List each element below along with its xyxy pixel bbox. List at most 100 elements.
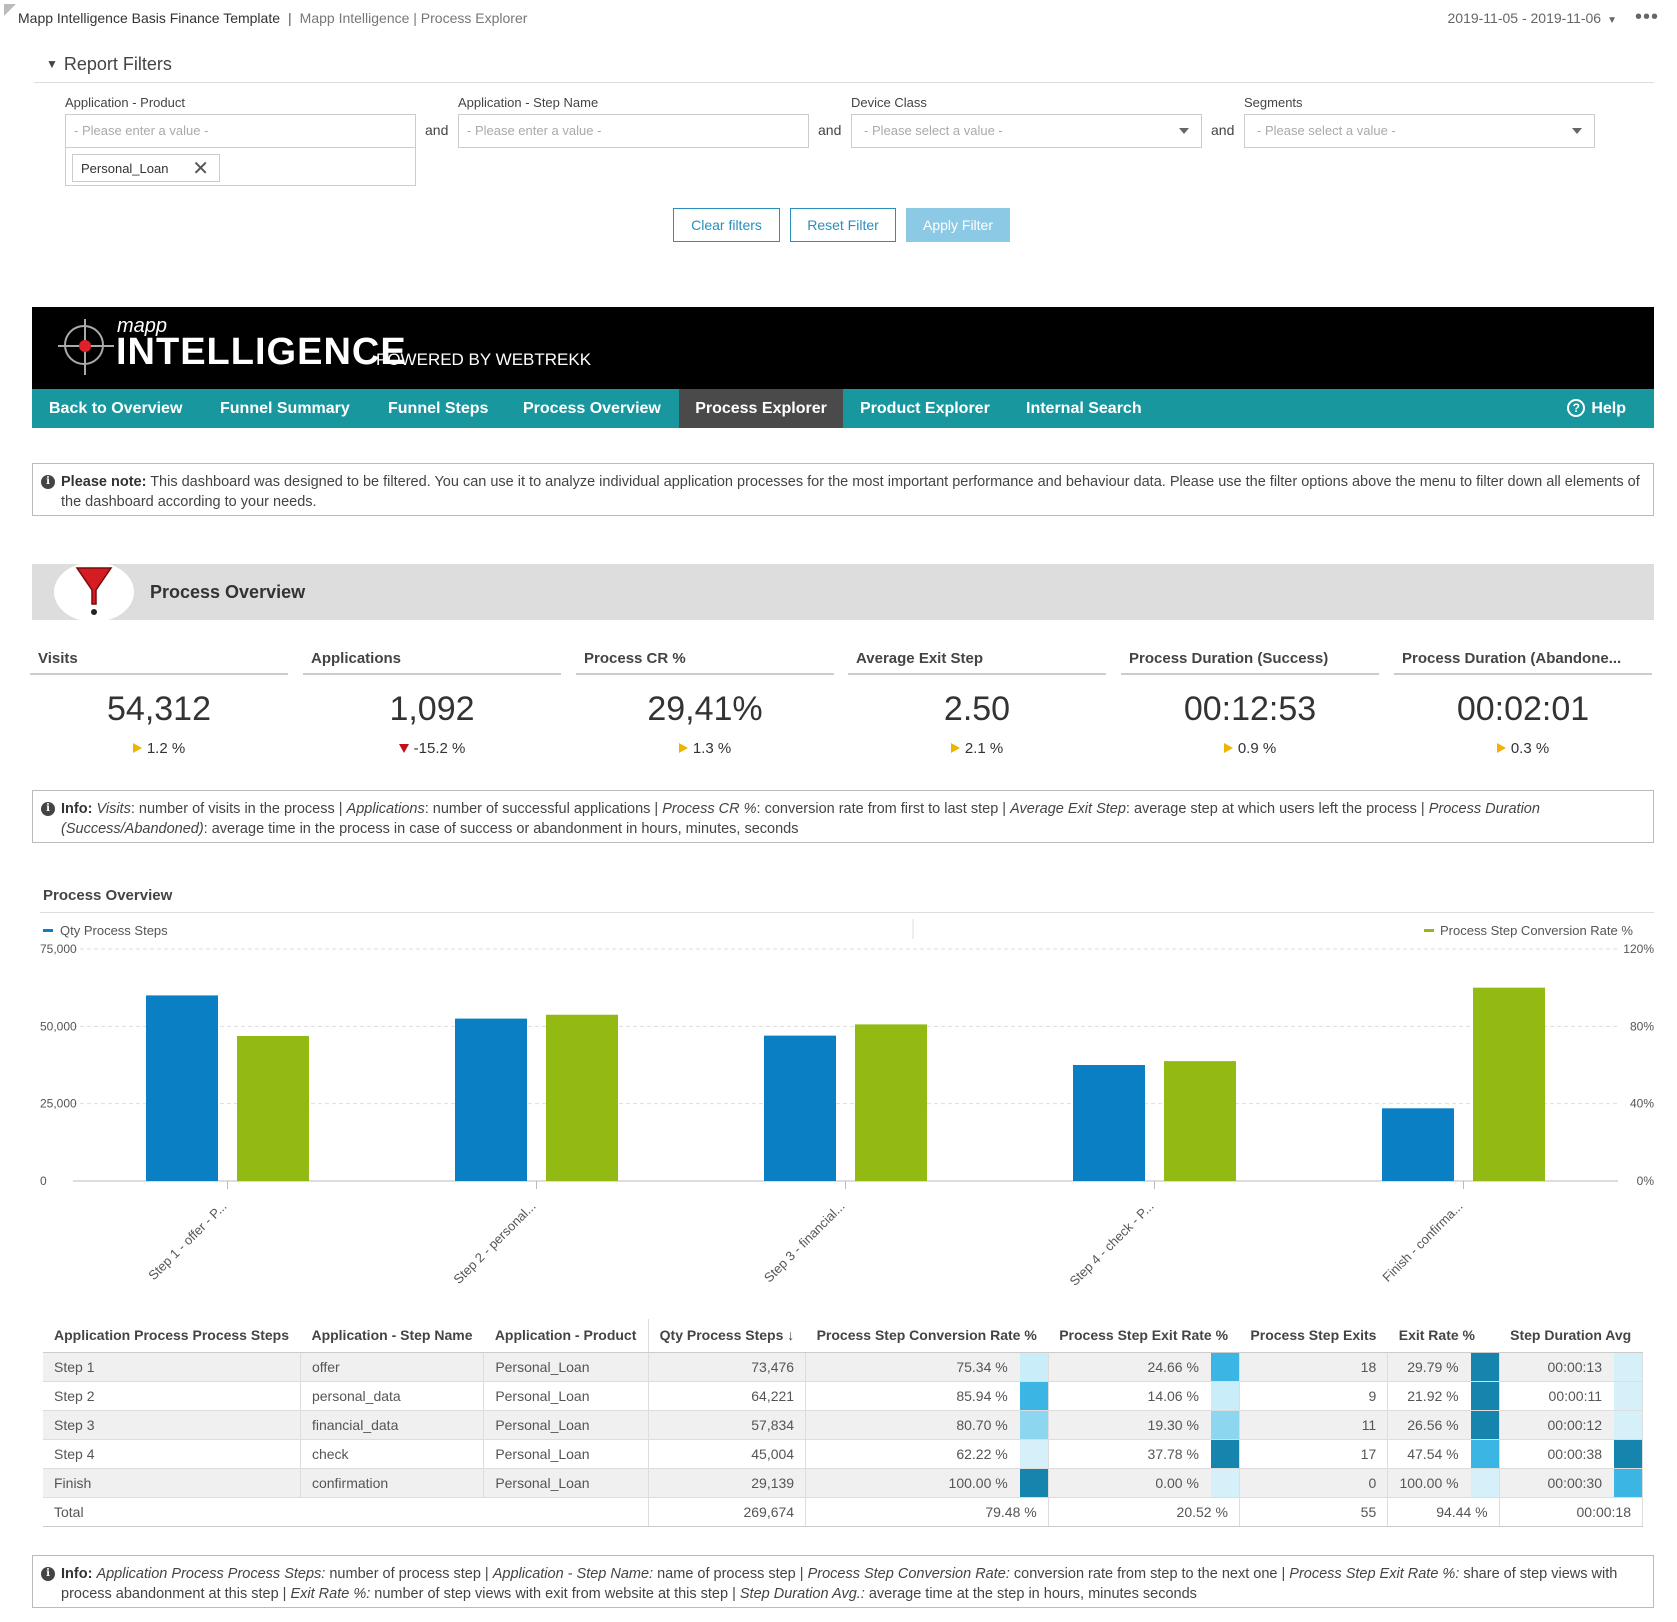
- cell-value: financial_data: [311, 1416, 399, 1433]
- bar-conversion-rate: [546, 1014, 618, 1181]
- total-row: Total 269,674 79.48 % 20.52 % 55 94.44 % 00:00…: [43, 1497, 1644, 1527]
- kpi-value: 29,41%: [647, 690, 763, 728]
- table-row[interactable]: Step 4 check Personal_Loan 45,004 62.22 % 37.…: [43, 1439, 1644, 1469]
- breadcrumb-path[interactable]: Mapp Intelligence | Process Explorer: [299, 10, 528, 26]
- dashboard-name[interactable]: Mapp Intelligence Basis Finance Template: [18, 10, 281, 26]
- info-term: Process CR %: [662, 801, 757, 817]
- table-cell: 100.00 %: [1387, 1468, 1500, 1498]
- filter-label-segments: Segments: [1244, 95, 1303, 110]
- column-header[interactable]: Qty Process Steps ↓: [648, 1319, 806, 1353]
- apply-filter-button[interactable]: Apply Filter: [906, 208, 1010, 242]
- table-row[interactable]: Step 3 financial_data Personal_Loan 57,834 8…: [43, 1410, 1644, 1440]
- filter-label-step-name: Application - Step Name: [458, 95, 599, 110]
- table-cell: 00:00:12: [1499, 1410, 1644, 1440]
- nav-product-explorer[interactable]: Product Explorer: [860, 400, 990, 417]
- kpi-value: 2.50: [943, 690, 1011, 728]
- column-header[interactable]: Step Duration Avg: [1499, 1319, 1643, 1353]
- table-cell: 00:00:38: [1499, 1439, 1644, 1469]
- more-options-icon[interactable]: •••: [1634, 6, 1659, 28]
- cell-value: Personal_Loan: [495, 1445, 590, 1462]
- corner-fold-icon: [4, 4, 16, 16]
- device-class-select[interactable]: - Please select a value -: [851, 114, 1202, 148]
- column-header[interactable]: Process Step Exit Rate %: [1048, 1319, 1240, 1353]
- bar-conversion-rate: [1473, 987, 1545, 1181]
- cell-value: 26.56 %: [1407, 1416, 1459, 1433]
- kpi-label: Process Duration (Success): [1129, 650, 1329, 667]
- table-cell: Personal_Loan: [483, 1352, 649, 1382]
- cell-value: 00:00:30: [1547, 1474, 1603, 1491]
- x-tick-label: Step 3 - financial...: [761, 1199, 848, 1286]
- column-header[interactable]: Process Step Conversion Rate %: [805, 1319, 1049, 1353]
- info-term: Applications: [346, 801, 425, 817]
- breadcrumb-separator: |: [288, 10, 292, 26]
- table-cell: financial_data: [300, 1410, 485, 1440]
- divider: [303, 673, 561, 675]
- x-tick-label: Finish - confirma...: [1379, 1199, 1465, 1285]
- info-lead: Info:: [61, 1566, 93, 1582]
- divider: [40, 912, 1654, 913]
- kpi-change: 0.3 %: [1394, 740, 1652, 757]
- cell-value: 00:00:12: [1547, 1416, 1603, 1433]
- remove-tag-icon[interactable]: ✕: [192, 158, 209, 180]
- table-cell: 62.22 %: [805, 1439, 1049, 1469]
- column-header[interactable]: Application - Step Name: [300, 1319, 484, 1353]
- y-right-tick-label: 40%: [1630, 1097, 1654, 1111]
- column-header[interactable]: Exit Rate %: [1387, 1319, 1500, 1353]
- report-filters-toggle[interactable]: ▼ Report Filters: [46, 54, 172, 75]
- y-right-tick-label: 80%: [1630, 1019, 1654, 1033]
- heat-swatch: [1019, 1352, 1048, 1381]
- cell-value: 9: [1368, 1387, 1377, 1404]
- nav-back-to-overview[interactable]: Back to Overview: [49, 400, 183, 417]
- legend-label: Process Step Conversion Rate %: [1440, 923, 1633, 938]
- cell-value: Personal_Loan: [495, 1416, 590, 1433]
- kpi-value: 54,312: [107, 690, 211, 728]
- nav-process-explorer[interactable]: Process Explorer: [679, 389, 843, 428]
- info-term: Average Exit Step: [1010, 801, 1126, 817]
- total-cell: 94.44 %: [1387, 1497, 1500, 1527]
- info-icon: i: [41, 1567, 55, 1581]
- column-header[interactable]: Application - Product: [483, 1319, 649, 1353]
- clear-filters-button[interactable]: Clear filters: [673, 208, 780, 242]
- heat-swatch: [1470, 1468, 1499, 1497]
- column-header[interactable]: Process Step Exits: [1239, 1319, 1388, 1353]
- cell-value: Step 4: [54, 1445, 95, 1462]
- table-row[interactable]: Finish confirmation Personal_Loan 29,139 100…: [43, 1468, 1644, 1498]
- logo-dot: [79, 340, 91, 352]
- cell-value: 24.66 %: [1147, 1358, 1199, 1375]
- cell-value: 73,476: [751, 1358, 795, 1375]
- kpi-tile: Process Duration (Abandone... 00:02:01 0.3…: [1394, 646, 1652, 757]
- table-row[interactable]: Step 1 offer Personal_Loan 73,476 75.34 % 24.…: [43, 1352, 1644, 1382]
- nav-process-overview[interactable]: Process Overview: [523, 400, 661, 417]
- info-desc: average time at the step in hours, minut…: [864, 1586, 1197, 1602]
- help-link[interactable]: ? Help: [1567, 389, 1626, 428]
- dropdown-arrow-icon: [1572, 128, 1582, 134]
- device-class-placeholder: - Please select a value -: [864, 123, 1003, 138]
- table-cell: 73,476: [648, 1352, 807, 1382]
- nav-funnel-summary[interactable]: Funnel Summary: [220, 400, 350, 417]
- table-header-row: Application Process Process Steps Applica…: [43, 1319, 1643, 1353]
- total-cell: 79.48 %: [805, 1497, 1049, 1527]
- table-row[interactable]: Step 2 personal_data Personal_Loan 64,221 85…: [43, 1381, 1644, 1411]
- divider: [1121, 673, 1379, 675]
- caret-down-icon: ▼: [46, 57, 58, 71]
- cell-value: 37.78 %: [1147, 1445, 1199, 1462]
- note-lead: Please note:: [61, 474, 147, 490]
- table-cell: 64,221: [648, 1381, 807, 1411]
- cell-value: 62.22 %: [956, 1445, 1008, 1462]
- kpi-label: Process Duration (Abandone...: [1402, 650, 1622, 667]
- trend-flat-icon: [678, 743, 688, 753]
- column-header[interactable]: Application Process Process Steps: [43, 1319, 301, 1353]
- date-range-picker[interactable]: 2019-11-05 - 2019-11-06 ▼: [1448, 10, 1618, 26]
- table-cell: 0: [1239, 1468, 1389, 1498]
- nav-funnel-steps[interactable]: Funnel Steps: [388, 400, 489, 417]
- segments-select[interactable]: - Please select a value -: [1244, 114, 1595, 148]
- step-name-filter-input[interactable]: - Please enter a value -: [458, 114, 809, 148]
- reset-filter-button[interactable]: Reset Filter: [790, 208, 896, 242]
- total-cell: 55: [1239, 1497, 1389, 1527]
- trend-flat-icon: [1223, 743, 1233, 753]
- nav-internal-search[interactable]: Internal Search: [1026, 400, 1142, 417]
- filter-label-device-class: Device Class: [851, 95, 927, 110]
- cell-value: Step 3: [54, 1416, 95, 1433]
- product-filter-input[interactable]: - Please enter a value -: [65, 114, 416, 148]
- bar-conversion-rate: [855, 1024, 927, 1181]
